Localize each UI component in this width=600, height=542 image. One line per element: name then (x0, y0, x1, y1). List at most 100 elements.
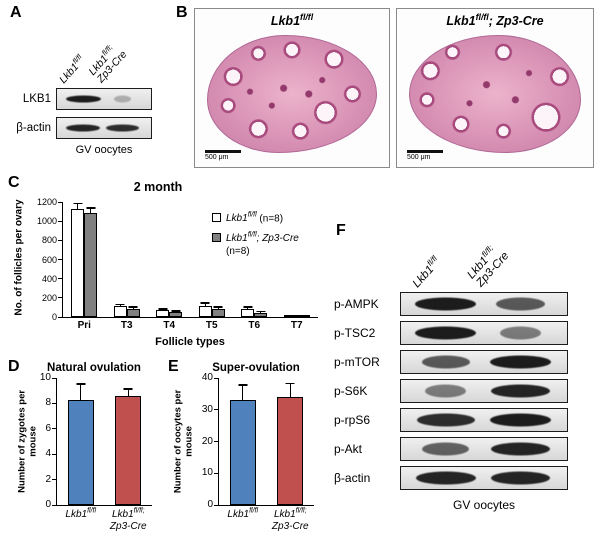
histology-panel-control: Lkb1fl/fl 500 μm (194, 8, 390, 168)
bar-slot (71, 202, 85, 317)
category-label: T6 (248, 320, 261, 331)
legend-genotype: Lkb1fl/fl (226, 212, 257, 225)
bar-slot (126, 202, 140, 317)
y-tick-label: 20 (201, 435, 213, 447)
scale-bar-label: 500 μm (205, 154, 229, 161)
panel-c-chart: 0 200 400 600 800 1000 1200 Pri T3 T4 T5 T6 T7 (37, 197, 318, 331)
legend-item-mutant: Lkb1fl/fl; Zp3-Cre (n=8) (212, 232, 322, 258)
blot-row: p-S6K (334, 379, 594, 403)
error-bar (171, 310, 181, 312)
protein-band (415, 297, 477, 311)
category-label: Lkb1fl/fl; Zp3-Cre (109, 508, 147, 532)
error-bar-cap (285, 382, 295, 385)
bar-slot (169, 202, 183, 317)
bar (241, 309, 255, 317)
blot-image (56, 88, 152, 110)
blot-row: p-AMPK (334, 292, 594, 316)
error-bar-line (90, 207, 92, 213)
protein-band (489, 355, 552, 369)
bar-slot (115, 378, 142, 505)
panel-e-chart: 0 10 20 30 40 Lkb1fl/fl Lkb1fl/fl; Zp3-Cre (202, 372, 314, 532)
error-bar-line (127, 388, 129, 396)
panel-d-title: Natural ovulation (47, 362, 141, 374)
y-tick-mark (214, 472, 219, 474)
bar-group: Pri (71, 202, 98, 331)
error-bar (243, 306, 253, 310)
error-bar-cap (76, 383, 86, 385)
bar (113, 306, 127, 317)
panel-f-label: F (336, 222, 346, 239)
bar-slot (254, 202, 268, 317)
blot-row: p-mTOR (334, 350, 594, 374)
blot-target-label: p-rpS6 (334, 413, 371, 427)
y-tick-label: 0 (45, 499, 51, 510)
bar-slot (229, 378, 256, 505)
y-tick-mark (58, 259, 63, 260)
y-tick-label: 8 (45, 397, 51, 409)
panel-b-label: B (176, 4, 188, 21)
error-bar-cap (298, 315, 308, 317)
y-tick-mark (52, 428, 57, 430)
bar-slot (283, 202, 297, 317)
panel-f-caption: GV oocytes (452, 498, 516, 512)
blot-row: β-actin (334, 466, 594, 490)
blot-image (400, 292, 568, 316)
error-bar-line (80, 383, 82, 400)
y-tick-mark (52, 504, 57, 506)
y-tick-mark (58, 297, 63, 299)
error-bar-cap (213, 306, 223, 308)
protein-band (490, 471, 551, 485)
y-tick-label: 1200 (36, 197, 57, 207)
error-bar (115, 303, 125, 307)
bar-group: T5 (198, 202, 225, 331)
error-bar (86, 207, 96, 213)
error-bar (200, 302, 210, 306)
y-tick-mark (52, 479, 57, 481)
panel-d-chart: 0 2 4 6 8 10 Lkb1fl/fl Lkb1fl/fl; Zp3-Cre (40, 372, 152, 532)
y-tick-label: 30 (201, 403, 213, 415)
bar-slot (67, 378, 94, 505)
histology-title-mutant: Lkb1fl/fl; Zp3-Cre (446, 12, 544, 29)
y-tick-mark (58, 220, 63, 222)
panel-e-title: Super-ovulation (212, 362, 300, 374)
category-label: Lkb1fl/fl (227, 508, 259, 521)
bar (84, 212, 98, 317)
bar-group: Lkb1fl/fl (65, 378, 96, 520)
error-bar (128, 306, 138, 309)
error-bar-line (289, 382, 291, 398)
y-tick-label: 1000 (36, 216, 57, 227)
error-bar (256, 310, 266, 313)
legend-label-mutant: Lkb1fl/fl; Zp3-Cre (n=8) (226, 232, 299, 258)
blot-image (56, 117, 152, 139)
bar-group: Lkb1fl/fl; Zp3-Cre (272, 378, 309, 532)
lane-label-control: Lkb1fl/fl (56, 52, 84, 86)
y-tick-label: 10 (201, 467, 213, 479)
error-bar (285, 382, 295, 398)
error-bar-cap (256, 310, 266, 313)
panel-c-title: 2 month (133, 180, 183, 194)
panel-c-ylabel: No. of follicles per ovary (13, 199, 25, 316)
protein-band (417, 413, 475, 427)
y-tick-label: 0 (207, 499, 213, 510)
bar-slot (156, 202, 170, 317)
y-tick-label: 800 (41, 235, 57, 246)
bar (211, 308, 225, 317)
y-tick-mark (214, 377, 219, 379)
bar (71, 208, 85, 317)
error-bar-cap (285, 314, 295, 317)
y-tick-label: 400 (41, 273, 57, 284)
blot-row: β-actin (8, 117, 174, 139)
protein-band (490, 442, 551, 456)
lane-label-mutant: Lkb1fl/fl; Zp3-Cre (465, 243, 512, 290)
legend-n: (n=8) (259, 213, 284, 225)
y-tick-mark (52, 402, 57, 404)
error-bar (158, 308, 168, 311)
bar (67, 399, 94, 505)
bar-slot (241, 202, 255, 317)
y-tick-label: 6 (45, 422, 51, 434)
blot-row: p-Akt (334, 437, 594, 461)
panel-a-blots: LKB1 β-actin (8, 88, 174, 146)
y-tick-mark (58, 278, 63, 280)
legend-swatch-control (212, 213, 221, 222)
